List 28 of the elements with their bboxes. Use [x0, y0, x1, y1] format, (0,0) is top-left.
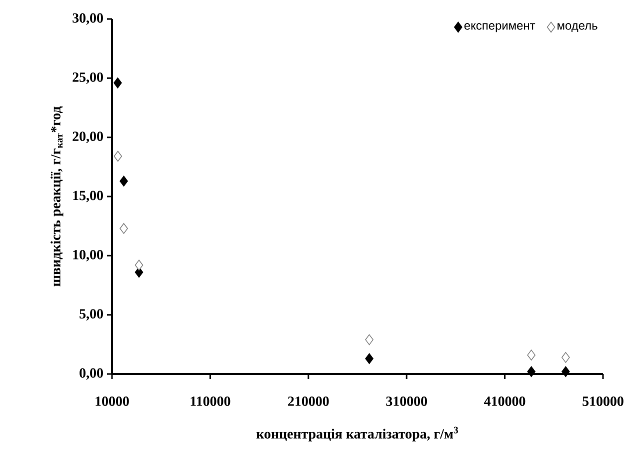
y-tick-label: 20,00 — [72, 132, 103, 144]
point — [134, 260, 144, 271]
x-tick-label: 110000 — [190, 396, 230, 406]
x-tick-label: 310000 — [386, 396, 427, 406]
point — [562, 352, 570, 363]
point — [120, 223, 128, 234]
x-tick-label: 210000 — [288, 396, 329, 406]
y-axis-title: швидкість реакції, г/г$_{кат}$*год — [50, 106, 64, 286]
y-tick-label: 0,00 — [80, 368, 103, 380]
point — [365, 334, 374, 346]
y-tick-label: 30,00 — [72, 13, 103, 25]
y-tick-label: 5,00 — [80, 309, 103, 321]
point — [114, 78, 122, 88]
legend-label: модель — [558, 23, 598, 32]
x-tick-label: 10000 — [96, 396, 129, 406]
x-axis-title: концентрація каталізатора, г/м$^{3}$ — [256, 426, 458, 442]
point — [120, 176, 128, 187]
point — [365, 353, 374, 364]
point — [114, 150, 122, 162]
point — [527, 350, 536, 360]
legend-label: експеримент — [464, 23, 536, 32]
y-tick-label: 10,00 — [73, 250, 103, 262]
point — [527, 366, 536, 378]
x-tick-label: 410000 — [484, 396, 526, 406]
x-tick-label: 510000 — [582, 396, 624, 406]
point — [562, 366, 570, 378]
y-tick-label: 25,00 — [72, 72, 103, 84]
y-tick-label: 15,00 — [73, 190, 103, 202]
